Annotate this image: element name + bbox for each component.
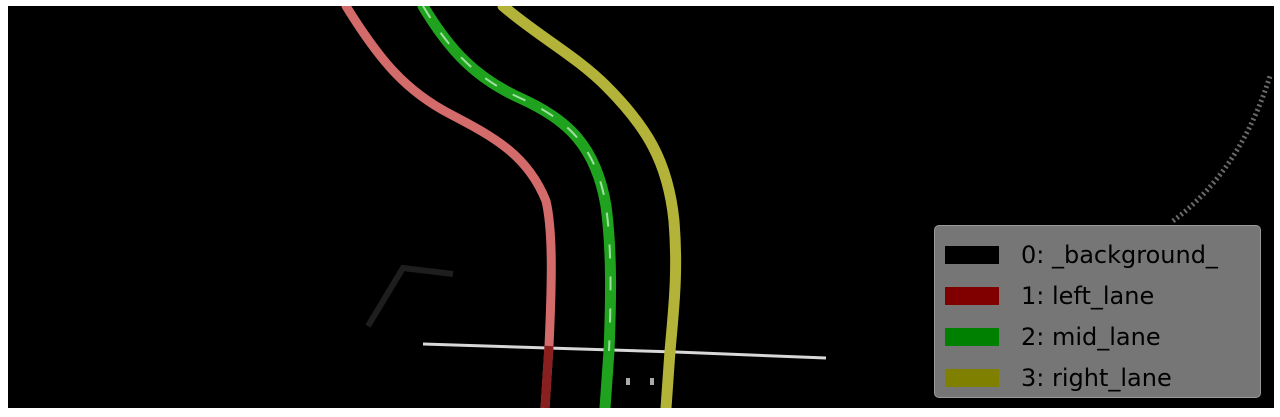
legend-swatch-right-lane	[945, 368, 999, 387]
lane-overlay	[341, 6, 1273, 408]
legend-swatch-background	[945, 245, 999, 264]
stop-line	[422, 342, 827, 360]
road-mark	[626, 378, 630, 385]
road-image	[8, 6, 1274, 408]
legend-swatch-mid-lane	[945, 327, 999, 346]
legend-entry-right-lane: 3: right_lane	[945, 357, 1260, 398]
legend-entry-left-lane: 1: left_lane	[945, 275, 1260, 316]
legend-entry-mid-lane: 2: mid_lane	[945, 316, 1260, 357]
legend-label-right-lane: 3: right_lane	[1021, 363, 1172, 392]
road-edge-streak	[1171, 75, 1273, 223]
legend-label-mid-lane: 2: mid_lane	[1021, 322, 1161, 351]
left-lane-lower	[540, 345, 554, 408]
legend-swatch-left-lane	[945, 286, 999, 305]
legend-label-left-lane: 1: left_lane	[1021, 281, 1155, 310]
road-artifact	[365, 264, 454, 328]
legend: 0: _background_ 1: left_lane 2: mid_lane…	[934, 225, 1261, 398]
mid-lane-dash	[422, 6, 612, 352]
road-mark	[650, 378, 654, 385]
left-lane-line	[341, 6, 556, 408]
right-lane-line	[497, 6, 682, 408]
legend-label-background: 0: _background_	[1021, 240, 1218, 269]
legend-entry-background: 0: _background_	[945, 234, 1260, 275]
